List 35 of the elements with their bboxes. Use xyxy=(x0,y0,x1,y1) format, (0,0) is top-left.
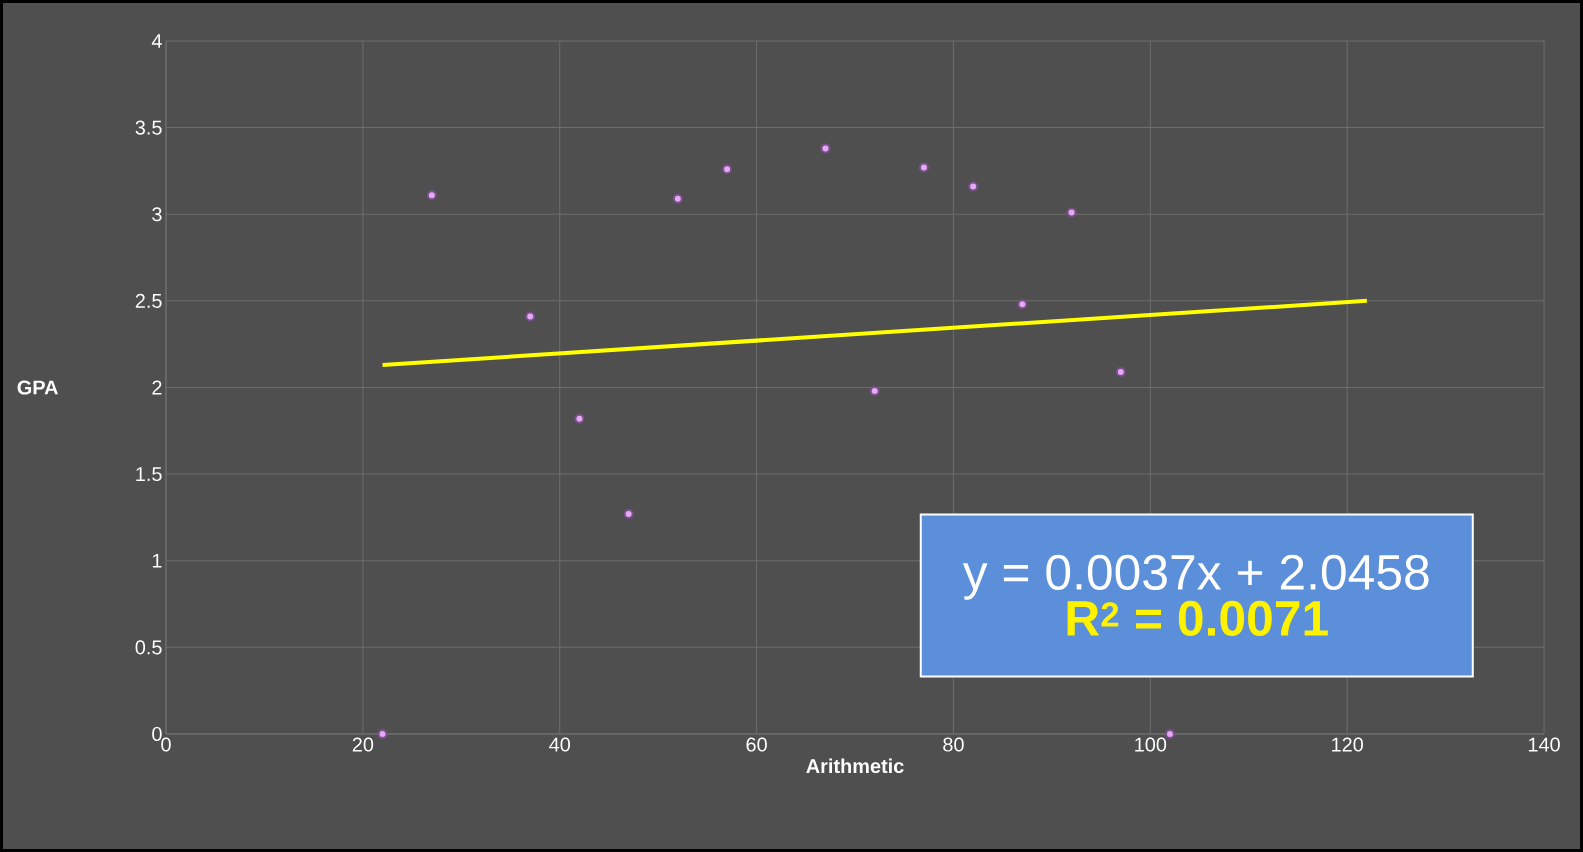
point xyxy=(1115,366,1126,377)
point xyxy=(1165,729,1175,739)
x-tick-label: 140 xyxy=(1528,737,1560,752)
point xyxy=(820,143,831,154)
point xyxy=(623,508,634,519)
y-tick-label: 3 xyxy=(152,207,162,222)
y-tick-label: 2.5 xyxy=(135,293,162,308)
y-tick-label: 0.5 xyxy=(135,640,162,655)
annotation: R$^{2}$ = 0.0071 xyxy=(1067,600,1328,637)
x-tick-label: 100 xyxy=(1135,737,1167,752)
point xyxy=(722,164,733,175)
point xyxy=(574,413,585,424)
y-axis-title: GPA xyxy=(17,380,58,395)
x-tick-label: 80 xyxy=(943,737,964,752)
y-tick-label: 1 xyxy=(152,553,162,568)
y-tick-label: 1.5 xyxy=(136,467,162,482)
x-tick-label: 40 xyxy=(549,737,571,752)
x-tick-label: 60 xyxy=(746,737,767,752)
point xyxy=(525,311,536,322)
point xyxy=(1066,207,1077,218)
y-tick-label: 4 xyxy=(151,34,162,48)
point xyxy=(672,193,683,204)
x-axis-title: Arithmetic xyxy=(806,758,904,774)
point xyxy=(918,162,929,173)
y-tick-label: 2 xyxy=(152,380,162,395)
point xyxy=(377,729,388,739)
point xyxy=(1017,299,1028,310)
annotation: y = 0.0037x + 2.0458 xyxy=(962,554,1429,600)
point xyxy=(426,190,437,201)
x-tick-label: 20 xyxy=(352,737,374,752)
y-tick-label: 3.5 xyxy=(135,120,162,135)
x-tick-label: 120 xyxy=(1332,737,1364,752)
point xyxy=(869,385,880,396)
point xyxy=(968,181,979,192)
y-tick-label: 0 xyxy=(152,726,162,742)
